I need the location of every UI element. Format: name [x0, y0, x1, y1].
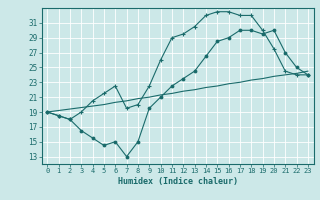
- X-axis label: Humidex (Indice chaleur): Humidex (Indice chaleur): [118, 177, 237, 186]
